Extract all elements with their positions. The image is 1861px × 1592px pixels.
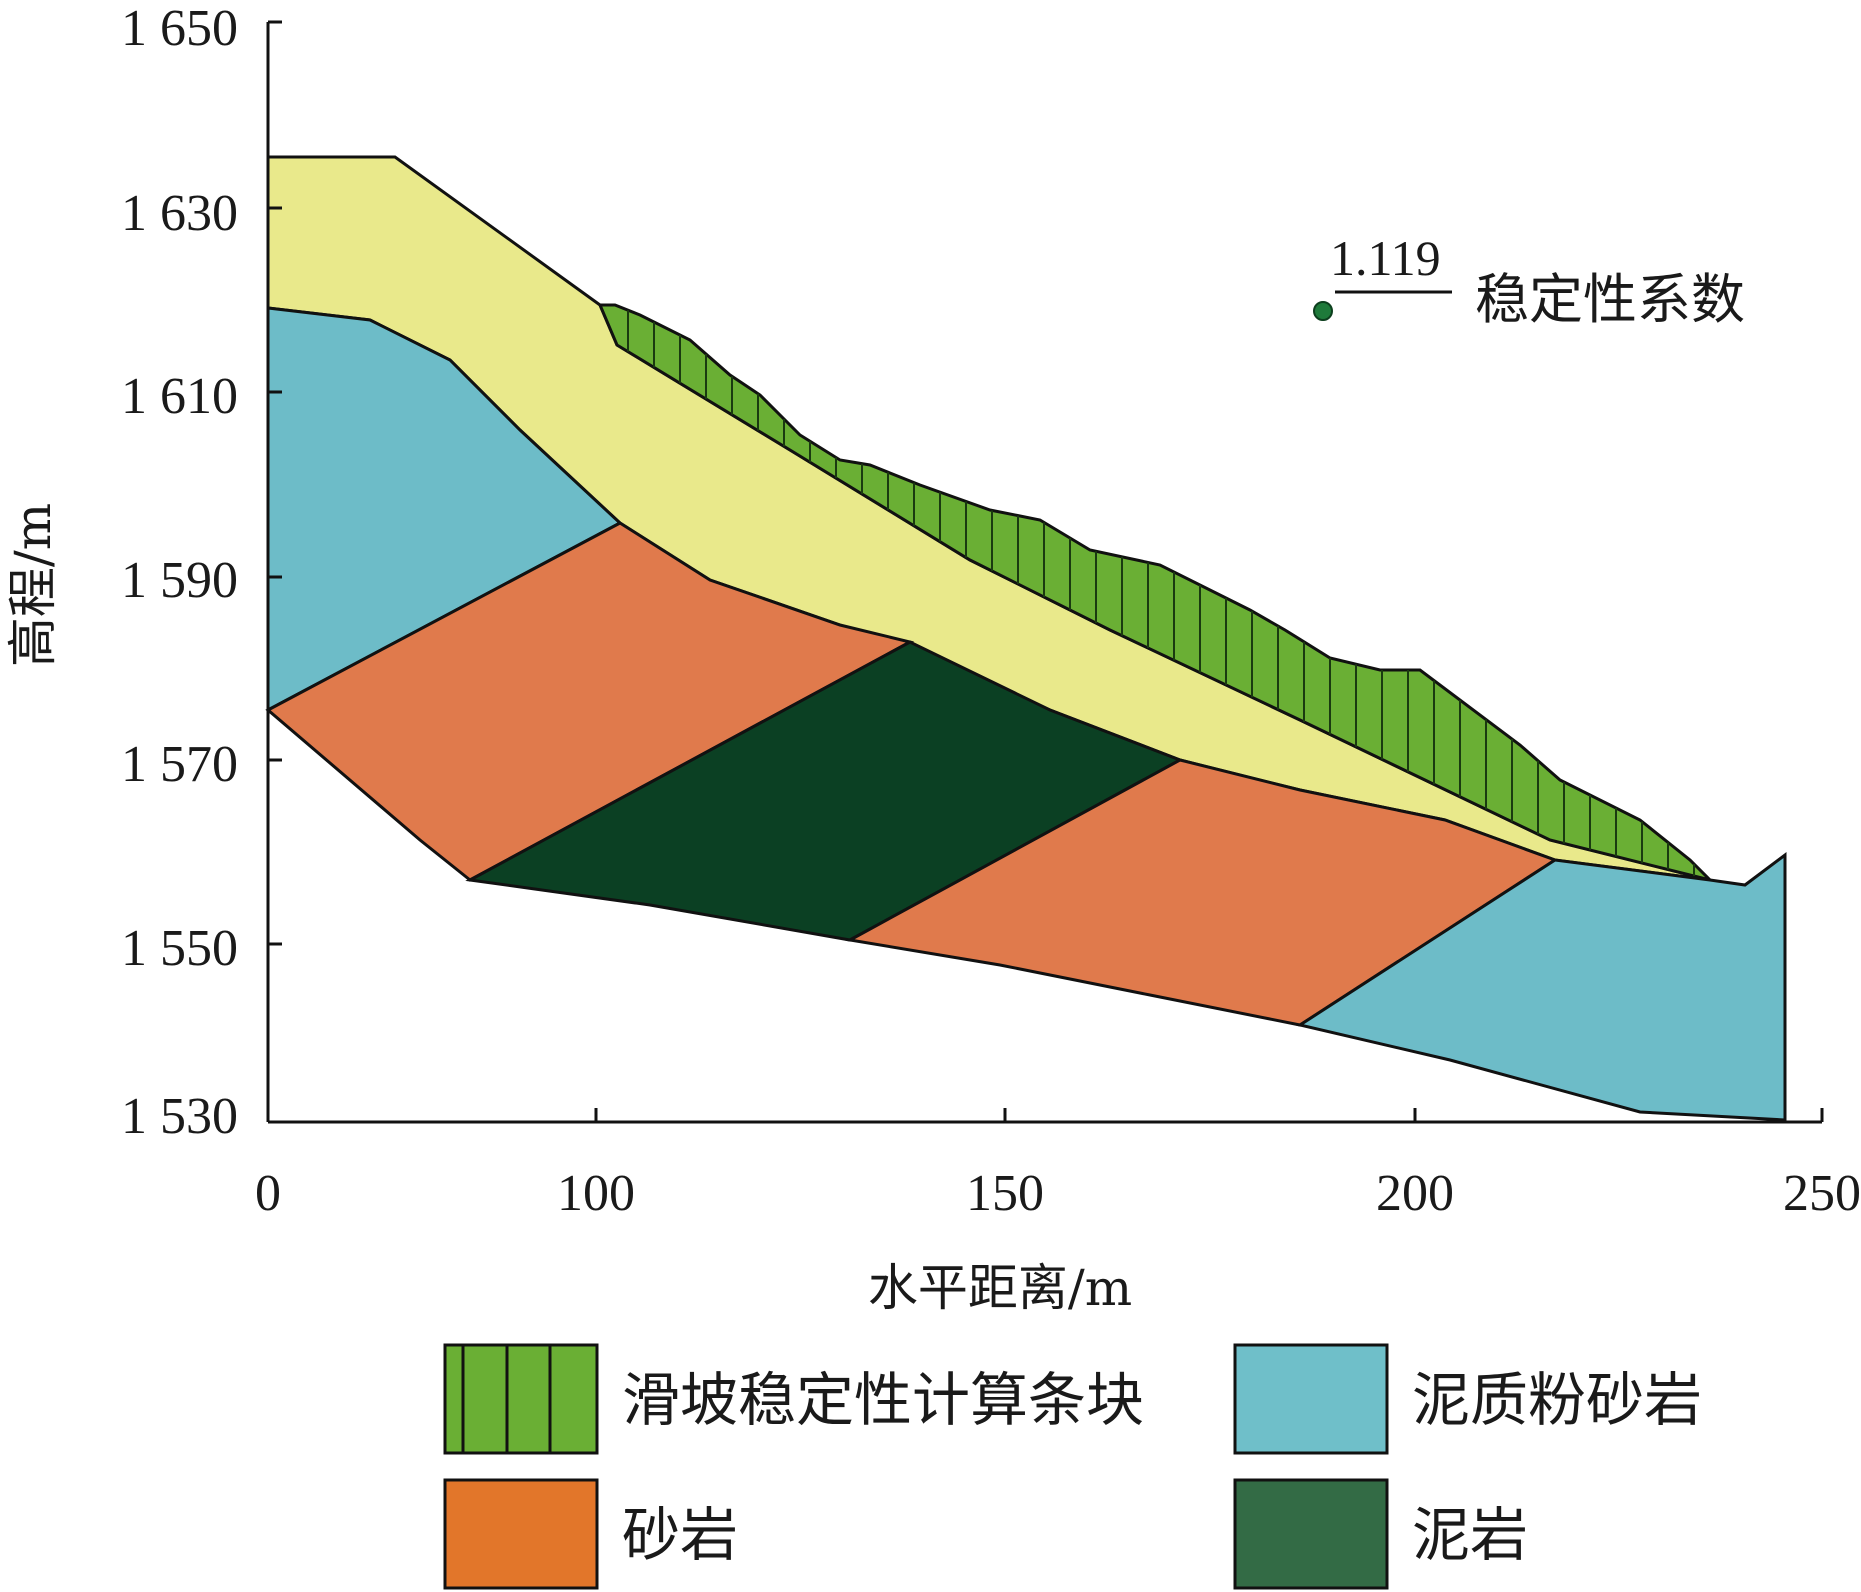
y-tick-label: 1 630 — [121, 185, 238, 242]
y-tick-label: 1 530 — [121, 1088, 238, 1145]
legend-item-silty-mudstone: 泥质粉砂岩 — [1233, 1343, 1702, 1455]
sandstone-left-region — [265, 521, 915, 882]
legend-label-mudstone: 泥岩 — [1412, 1501, 1528, 1569]
stability-value: 1.119 — [1330, 230, 1441, 286]
x-tick-label: 250 — [1783, 1165, 1861, 1222]
legend-swatch-mudstone — [1233, 1478, 1389, 1590]
legend-swatch-silty-mudstone — [1233, 1343, 1389, 1455]
slice-divider-lines — [627, 310, 1695, 876]
x-ticks — [594, 1108, 1824, 1122]
legend-item-slices: 滑坡稳定性计算条块 — [443, 1343, 1144, 1455]
silty-mudstone-right-region — [1296, 852, 1787, 1122]
y-axis-title: 高程/m — [4, 503, 62, 667]
x-tick-label: 100 — [557, 1165, 635, 1222]
y-tick-label: 1 590 — [121, 552, 238, 609]
legend-label-sandstone: 砂岩 — [622, 1501, 738, 1569]
legend-label-slices: 滑坡稳定性计算条块 — [622, 1366, 1144, 1434]
stability-marker-icon — [1313, 301, 1333, 321]
slide-slices-region — [597, 303, 1715, 883]
y-tick-label: 1 650 — [121, 0, 238, 57]
legend-item-mudstone: 泥岩 — [1233, 1478, 1528, 1590]
legend-label-silty-mudstone: 泥质粉砂岩 — [1412, 1366, 1702, 1434]
y-tick-label: 1 570 — [121, 736, 238, 793]
legend-swatch-sandstone — [443, 1478, 599, 1590]
legend: 滑坡稳定性计算条块 泥质粉砂岩 砂岩 泥岩 — [443, 1343, 1702, 1590]
legend-item-sandstone: 砂岩 — [443, 1478, 738, 1590]
y-ticks — [268, 20, 282, 946]
stability-label: 稳定性系数 — [1475, 268, 1745, 331]
x-tick-label: 0 — [255, 1165, 281, 1222]
x-tick-label: 200 — [1376, 1165, 1454, 1222]
x-axis-title: 水平距离/m — [868, 1259, 1132, 1317]
y-tick-label: 1 610 — [121, 368, 238, 425]
legend-swatch-slices — [443, 1343, 599, 1455]
x-tick-label: 150 — [966, 1165, 1044, 1222]
y-tick-label: 1 550 — [121, 920, 238, 977]
